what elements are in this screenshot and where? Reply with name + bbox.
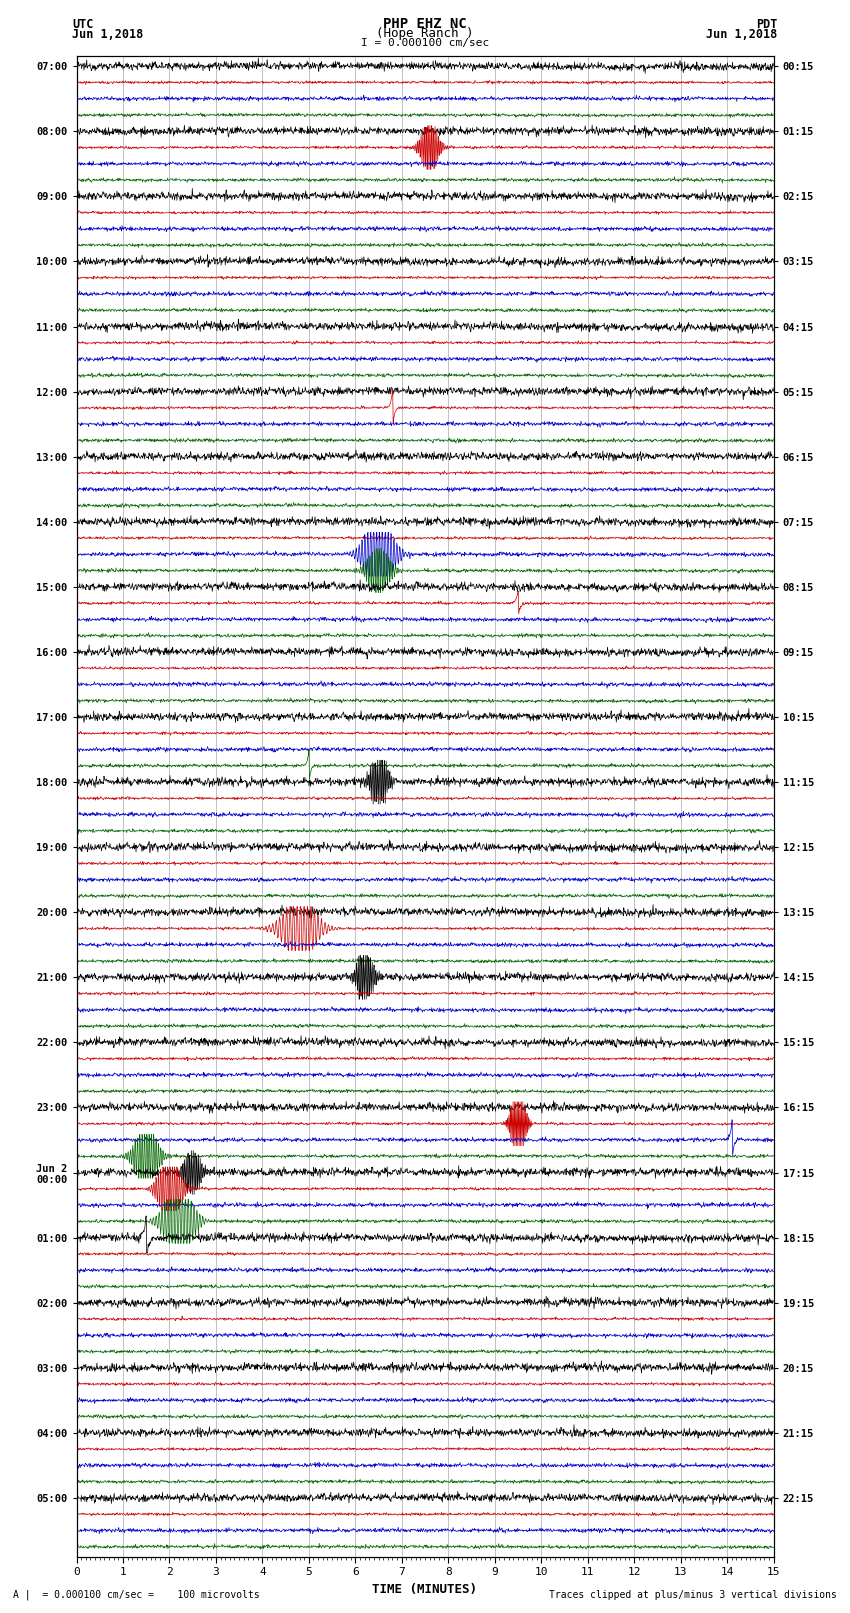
Text: I = 0.000100 cm/sec: I = 0.000100 cm/sec: [361, 39, 489, 48]
Text: PDT: PDT: [756, 18, 778, 31]
Text: (Hope Ranch ): (Hope Ranch ): [377, 26, 473, 39]
Text: UTC: UTC: [72, 18, 94, 31]
Text: Traces clipped at plus/minus 3 vertical divisions: Traces clipped at plus/minus 3 vertical …: [549, 1590, 837, 1600]
Text: PHP EHZ NC: PHP EHZ NC: [383, 18, 467, 31]
Text: Jun 1,2018: Jun 1,2018: [72, 27, 144, 40]
Text: Jun 1,2018: Jun 1,2018: [706, 27, 778, 40]
X-axis label: TIME (MINUTES): TIME (MINUTES): [372, 1582, 478, 1595]
Text: A |  = 0.000100 cm/sec =    100 microvolts: A | = 0.000100 cm/sec = 100 microvolts: [13, 1589, 259, 1600]
